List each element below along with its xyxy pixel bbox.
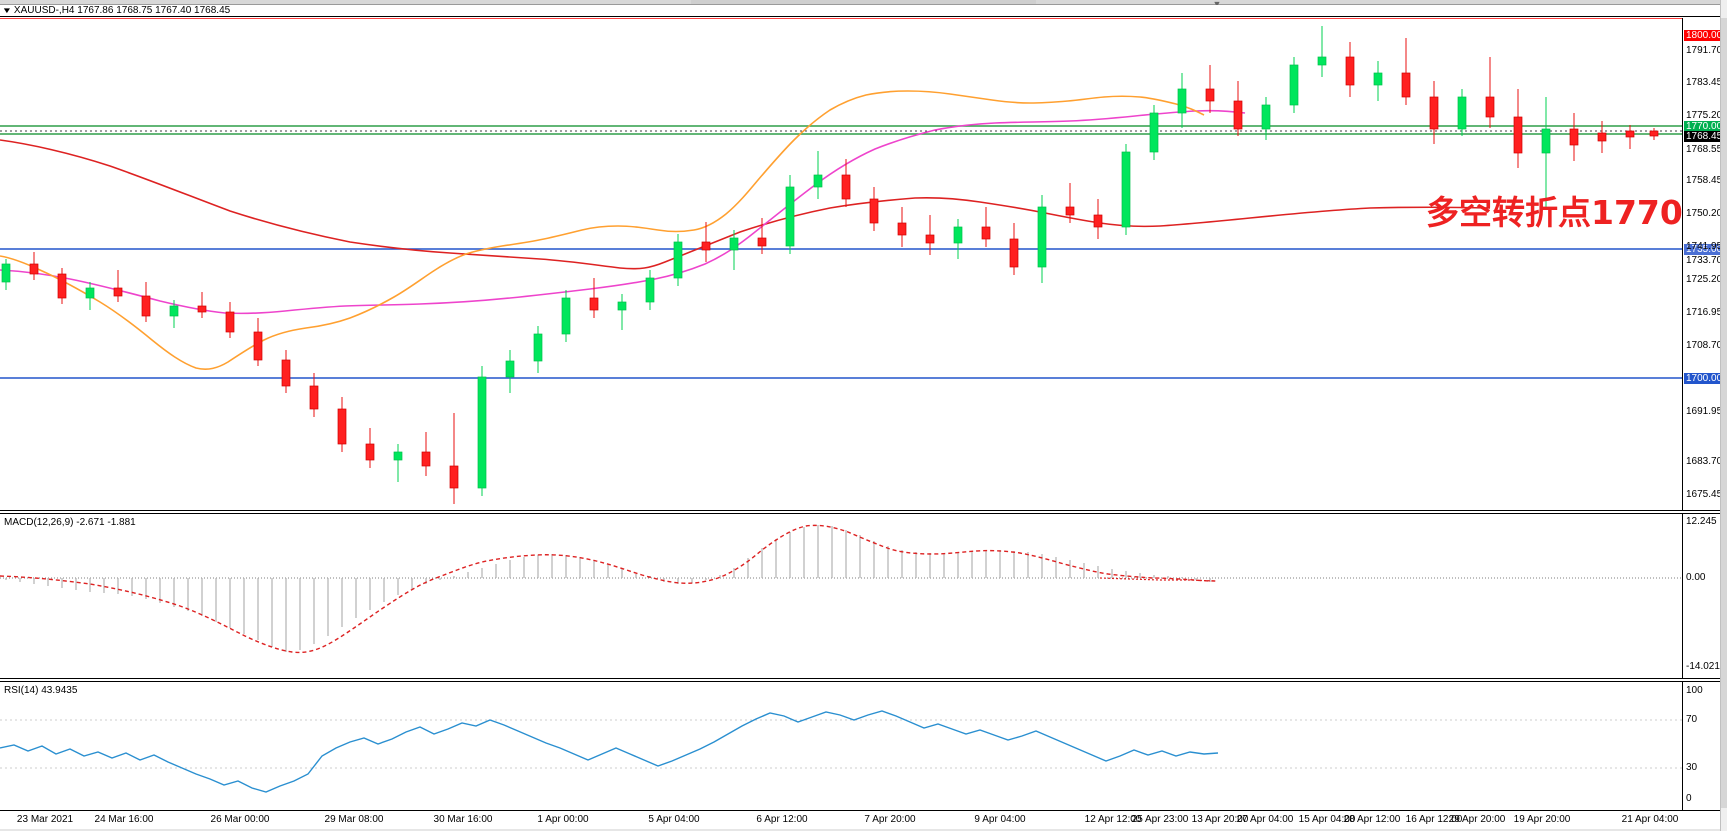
- price-chart-svg: [0, 18, 1682, 504]
- time-axis[interactable]: 23 Mar 2021 24 Mar 16:00 26 Mar 00:00 29…: [0, 810, 1727, 831]
- rsi-chart-svg: [0, 710, 1682, 793]
- time-tick-7: 6 Apr 12:00: [756, 814, 808, 825]
- titlebar-center-fill: [690, 0, 1037, 4]
- ma-fast-line: [0, 90, 1205, 370]
- time-tick-6: 5 Apr 04:00: [648, 814, 700, 825]
- symbol-ohlc-label: XAUUSD-,H4 1767.86 1768.75 1767.40 1768.…: [13, 5, 231, 16]
- window-titlebar: [0, 0, 1727, 5]
- time-tick-8: 7 Apr 20:00: [864, 814, 916, 825]
- macd-histogram: [5, 525, 1211, 652]
- time-tick-2: 26 Mar 00:00: [210, 814, 270, 825]
- time-tick-5: 1 Apr 00:00: [537, 814, 589, 825]
- price-badge-1800: 1800.00: [1684, 30, 1725, 41]
- time-tick-0: 23 Mar 2021: [16, 814, 74, 825]
- price-tick-1741: 1741.95: [1686, 241, 1723, 252]
- ma-mid-line: [0, 109, 1246, 315]
- candles-group: [1, 26, 1659, 504]
- macd-plot-area[interactable]: [0, 514, 1682, 678]
- time-tick-18: 27 Apr 04:00: [1236, 814, 1294, 825]
- rsi-tick-70: 70: [1686, 714, 1698, 725]
- window-bottom-edge: [0, 829, 1727, 831]
- macd-chart-svg: [0, 524, 1682, 654]
- price-tick-1683: 1683.70: [1686, 456, 1723, 467]
- rsi-tick-0: 0: [1686, 793, 1692, 804]
- price-tick-1758: 1758.45: [1686, 175, 1723, 186]
- rsi-axis[interactable]: 100 70 30 0: [1682, 682, 1727, 810]
- scrollbar-thumb[interactable]: [1721, 18, 1727, 808]
- time-tick-17: 25 Apr 23:00: [1131, 814, 1189, 825]
- price-badge-1735: 1735.00: [1684, 244, 1725, 255]
- price-tick-1675: 1675.45: [1686, 489, 1723, 500]
- macd-axis[interactable]: 12.245 0.00 -14.021: [1682, 514, 1727, 678]
- price-tick-1791: 1791.70: [1686, 45, 1723, 56]
- price-badge-current: 1768.45: [1684, 131, 1725, 142]
- rsi-caption: RSI(14) 43.9435: [4, 685, 78, 696]
- price-tick-1733-faint: 1733.70: [1686, 255, 1723, 266]
- price-pane[interactable]: 多空转折点1770 1800.00 1770.00 1768.45 1735.0…: [0, 18, 1727, 510]
- rsi-plot-area[interactable]: [0, 682, 1682, 810]
- price-tick-1691: 1691.95: [1686, 406, 1723, 417]
- pane-separator-macd-rsi[interactable]: [0, 678, 1727, 682]
- time-tick-15: 21 Apr 04:00: [1621, 814, 1679, 825]
- symbol-info-bar: ▼ XAUUSD-,H4 1767.86 1768.75 1767.40 176…: [0, 5, 1727, 17]
- macd-pane[interactable]: MACD(12,26,9) -2.671 -1.881: [0, 514, 1727, 678]
- vertical-scrollbar[interactable]: [1720, 0, 1727, 831]
- macd-tick-min: -14.021: [1686, 661, 1720, 672]
- chevron-down-icon[interactable]: ▼: [1210, 0, 1224, 9]
- price-axis[interactable]: 1800.00 1770.00 1768.45 1735.00 1700.00 …: [1682, 18, 1727, 510]
- price-tick-1725: 1725.20: [1686, 274, 1723, 285]
- macd-tick-max: 12.245: [1686, 516, 1717, 527]
- price-badge-1700: 1700.00: [1684, 373, 1725, 384]
- price-tick-1768-faint: 1768.55: [1686, 144, 1723, 155]
- price-plot-area[interactable]: 多空转折点1770: [0, 18, 1682, 510]
- time-tick-14: 19 Apr 20:00: [1513, 814, 1571, 825]
- price-tick-1783: 1783.45: [1686, 77, 1723, 88]
- time-tick-19: 28 Apr 12:00: [1343, 814, 1401, 825]
- time-tick-12: 15 Apr 04:00: [1298, 814, 1356, 825]
- time-tick-11: 13 Apr 20:00: [1191, 814, 1249, 825]
- time-tick-13: 16 Apr 12:00: [1405, 814, 1463, 825]
- time-tick-20: 29 Apr 20:00: [1448, 814, 1506, 825]
- rsi-tick-30: 30: [1686, 762, 1698, 773]
- time-tick-10: 12 Apr 12:00: [1084, 814, 1142, 825]
- macd-tick-zero: 0.00: [1686, 572, 1706, 583]
- price-tick-1775: 1775.20: [1686, 110, 1723, 121]
- rsi-tick-100: 100: [1686, 685, 1703, 696]
- price-tick-1716: 1716.95: [1686, 307, 1723, 318]
- time-tick-4: 30 Mar 16:00: [433, 814, 493, 825]
- price-tick-1750: 1750.20: [1686, 208, 1723, 219]
- macd-signal-line: [0, 524, 1219, 654]
- price-badge-1770: 1770.00: [1684, 121, 1725, 132]
- price-tick-1708: 1708.70: [1686, 340, 1723, 351]
- ma-slow-line: [0, 139, 1491, 270]
- rsi-line: [0, 710, 1219, 793]
- time-tick-9: 9 Apr 04:00: [974, 814, 1026, 825]
- caret-down-icon[interactable]: ▼: [1, 5, 13, 15]
- time-tick-1: 24 Mar 16:00: [94, 814, 154, 825]
- macd-caption: MACD(12,26,9) -2.671 -1.881: [4, 517, 136, 528]
- pane-separator-price-macd[interactable]: [0, 510, 1727, 514]
- time-tick-3: 29 Mar 08:00: [324, 814, 384, 825]
- rsi-pane[interactable]: RSI(14) 43.9435 100 70 30 0: [0, 682, 1727, 810]
- macd-main-line: [1099, 577, 1216, 582]
- chart-annotation-text: 多空转折点1770: [1426, 193, 1682, 232]
